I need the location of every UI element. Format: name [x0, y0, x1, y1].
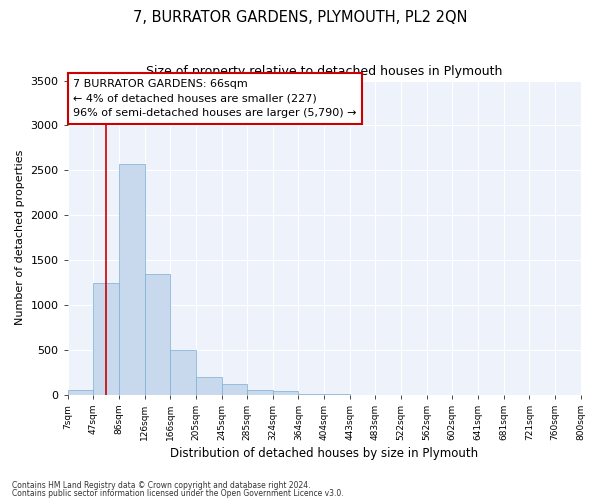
- Bar: [273, 391, 298, 394]
- X-axis label: Distribution of detached houses by size in Plymouth: Distribution of detached houses by size …: [170, 447, 478, 460]
- Text: Contains HM Land Registry data © Crown copyright and database right 2024.: Contains HM Land Registry data © Crown c…: [12, 480, 311, 490]
- Bar: [119, 164, 145, 394]
- Bar: [196, 376, 221, 394]
- Bar: [247, 390, 273, 394]
- Text: Contains public sector information licensed under the Open Government Licence v3: Contains public sector information licen…: [12, 489, 344, 498]
- Bar: [221, 384, 247, 394]
- Text: 7 BURRATOR GARDENS: 66sqm
← 4% of detached houses are smaller (227)
96% of semi-: 7 BURRATOR GARDENS: 66sqm ← 4% of detach…: [73, 78, 357, 118]
- Bar: [94, 284, 119, 395]
- Text: 7, BURRATOR GARDENS, PLYMOUTH, PL2 2QN: 7, BURRATOR GARDENS, PLYMOUTH, PL2 2QN: [133, 10, 467, 25]
- Y-axis label: Number of detached properties: Number of detached properties: [15, 150, 25, 326]
- Bar: [68, 390, 94, 394]
- Bar: [170, 350, 196, 395]
- Bar: [145, 274, 170, 394]
- Title: Size of property relative to detached houses in Plymouth: Size of property relative to detached ho…: [146, 65, 502, 78]
